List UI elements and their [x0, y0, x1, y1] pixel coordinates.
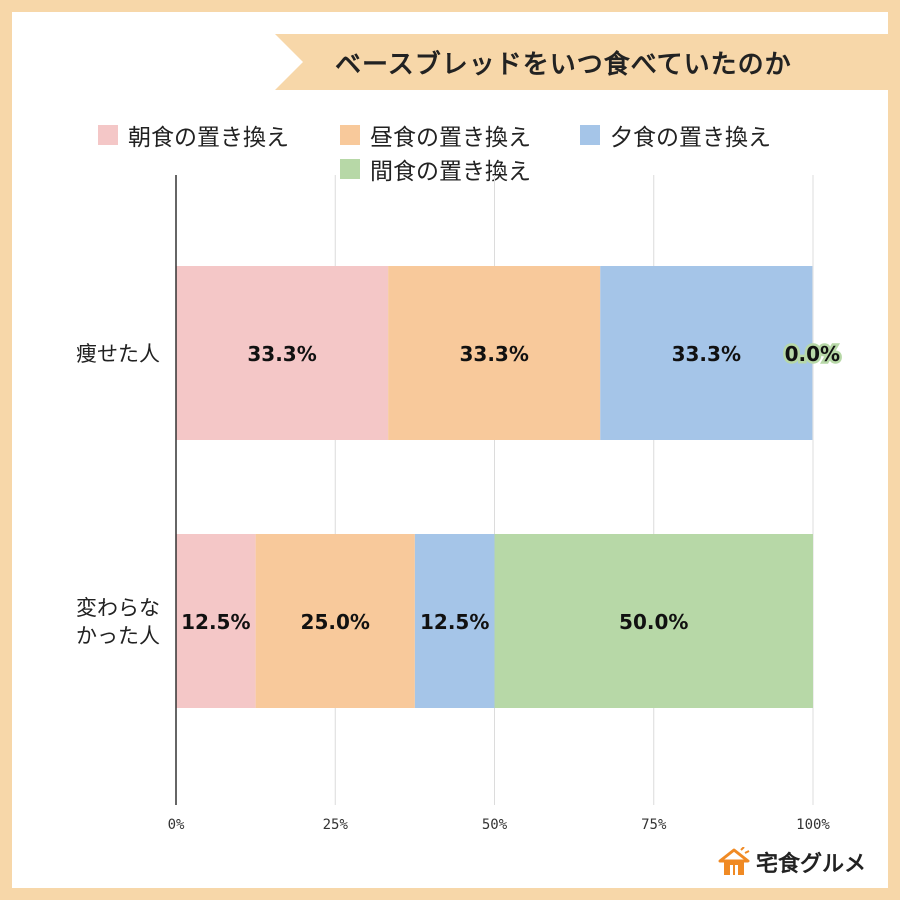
bar-segment: [600, 266, 813, 440]
legend-swatch-dinner: [580, 125, 600, 145]
legend-swatch-snack: [340, 159, 360, 179]
bar-segment: [176, 266, 389, 440]
x-tick-label: 25%: [323, 817, 349, 833]
legend-label-dinner: 夕食の置き換え: [610, 125, 771, 151]
data-label: 50.0%: [619, 610, 688, 634]
bar-segment: [494, 534, 813, 708]
ribbon-shape: [275, 34, 888, 90]
category-label: かった人: [76, 624, 160, 648]
chart-frame: [12, 12, 888, 888]
legend: 朝食の置き換え 昼食の置き換え 夕食の置き換え 間食の置き換え: [0, 110, 900, 190]
data-label: 12.5%: [420, 610, 489, 634]
bar-segment: [255, 534, 415, 708]
data-label: 0.0%: [785, 342, 840, 366]
legend-swatch-lunch: [340, 125, 360, 145]
category-label: 痩せた人: [76, 342, 160, 366]
legend-item-dinner: 夕食の置き換え: [580, 118, 771, 152]
chart-title: ベースブレッドをいつ食べていたのか: [335, 50, 792, 80]
bar-segment: [414, 534, 495, 708]
logo-text: 宅食グルメ: [756, 852, 867, 877]
legend-label-lunch: 昼食の置き換え: [370, 125, 531, 151]
data-label: 33.3%: [247, 342, 316, 366]
house-icon: [718, 847, 750, 875]
x-tick-label: 75%: [641, 817, 667, 833]
data-label: 33.3%: [459, 342, 528, 366]
legend-label-snack: 間食の置き換え: [370, 159, 531, 185]
x-tick-label: 0%: [168, 817, 185, 833]
title-ribbon: ベースブレッドをいつ食べていたのか: [275, 34, 888, 90]
bar-segment: [176, 534, 256, 708]
bar-segment: [388, 266, 601, 440]
category-label: 変わらな: [76, 596, 160, 620]
legend-item-snack: 間食の置き換え: [340, 152, 531, 186]
x-tick-label: 100%: [796, 817, 830, 833]
legend-swatch-breakfast: [98, 125, 118, 145]
legend-item-breakfast: 朝食の置き換え: [98, 118, 289, 152]
data-label: 12.5%: [181, 610, 250, 634]
data-label: 33.3%: [672, 342, 741, 366]
logo: 宅食グルメ: [716, 846, 866, 878]
legend-item-lunch: 昼食の置き換え: [340, 118, 531, 152]
legend-label-breakfast: 朝食の置き換え: [128, 125, 289, 151]
data-label: 25.0%: [301, 610, 370, 634]
x-tick-label: 50%: [482, 817, 508, 833]
